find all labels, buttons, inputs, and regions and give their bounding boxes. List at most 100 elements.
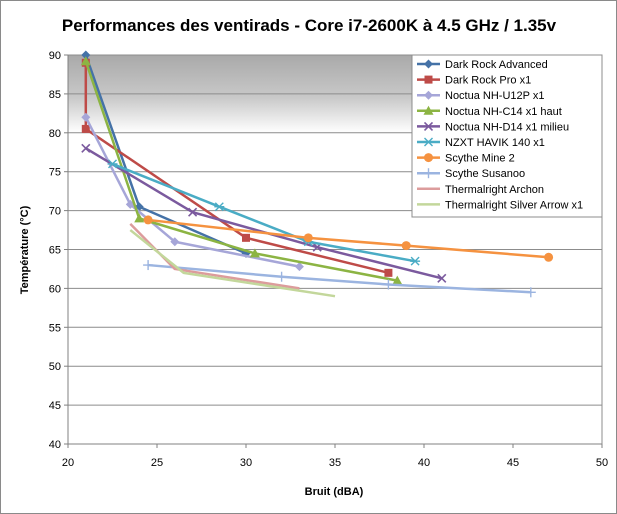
x-tick-label: 45: [507, 457, 519, 469]
series-line: [129, 222, 300, 290]
data-point: [249, 248, 260, 258]
legend-label: Dark Rock Advanced: [445, 59, 548, 71]
legend-item: Noctua NH-C14 x1 haut: [417, 105, 562, 118]
data-point: [303, 233, 313, 243]
x-tick-label: 40: [418, 457, 430, 469]
data-point-stroke: [424, 137, 433, 147]
legend-label: Thermalright Silver Arrow x1: [445, 199, 583, 211]
x-tick-label: 30: [240, 457, 252, 469]
y-tick-label: 65: [49, 245, 61, 257]
data-point: [81, 124, 90, 133]
legend-label: Noctua NH-U12P x1: [445, 90, 544, 102]
data-point: [143, 215, 153, 225]
series-8: [143, 260, 536, 298]
legend-item: Thermalright Silver Arrow x1: [417, 199, 583, 211]
series-layer: [80, 50, 554, 298]
data-point: [383, 279, 394, 290]
y-tick-label: 85: [49, 89, 61, 101]
data-point-stroke: [81, 143, 91, 153]
legend-item: Noctua NH-U12P x1: [417, 90, 544, 102]
series-6: [107, 159, 421, 266]
series-line: [84, 60, 398, 282]
x-tick-label: 50: [596, 457, 608, 469]
data-point: [525, 287, 536, 298]
legend-label: Noctua NH-C14 x1 haut: [445, 106, 562, 118]
data-point: [544, 252, 554, 262]
data-point: [401, 241, 411, 251]
y-tick-label: 70: [49, 206, 61, 218]
legend-item: Scythe Susanoo: [417, 168, 525, 180]
legend-item: Thermalright Archon: [417, 184, 544, 196]
series-line: [84, 62, 389, 275]
legend-box: [411, 54, 603, 218]
legend-item: Scythe Mine 2: [417, 153, 515, 165]
chart-title: Performances des ventirads - Core i7-260…: [62, 16, 557, 35]
series-4: [80, 56, 403, 285]
data-point: [424, 153, 433, 163]
data-point: [423, 137, 434, 147]
legend-item: Dark Rock Pro x1: [417, 75, 531, 87]
series-line: [147, 263, 531, 294]
data-point-stroke: [188, 207, 198, 217]
data-point: [170, 237, 180, 247]
legend-label: Thermalright Archon: [445, 184, 544, 196]
series-line: [147, 218, 549, 259]
series-9: [129, 222, 300, 290]
y-axis-title: Température (°C): [19, 205, 31, 294]
series-line: [112, 162, 416, 263]
legend-label: Noctua NH-D14 x1 milieu: [445, 121, 569, 133]
legend-label: Scythe Mine 2: [445, 153, 515, 165]
x-axis-title: Bruit (dBA): [305, 486, 364, 498]
data-point: [423, 121, 434, 131]
data-point: [143, 260, 154, 271]
data-point: [423, 168, 434, 179]
data-point: [81, 50, 91, 60]
data-point: [242, 233, 250, 242]
y-tick-label: 55: [49, 322, 61, 334]
legend-item: Noctua NH-D14 x1 milieu: [417, 121, 569, 133]
data-point: [423, 105, 434, 115]
series-10: [129, 229, 336, 298]
x-tick-label: 20: [62, 457, 74, 469]
y-tick-label: 75: [49, 167, 61, 179]
data-point: [107, 159, 118, 169]
data-point: [392, 275, 403, 285]
y-tick-label: 45: [49, 400, 61, 412]
y-tick-label: 90: [49, 50, 61, 62]
legend-label: Scythe Susanoo: [445, 168, 525, 180]
data-point-stroke: [437, 273, 447, 283]
legend-label: NZXT HAVIK 140 x1: [445, 137, 545, 149]
data-point: [81, 112, 91, 122]
data-point: [424, 59, 433, 69]
data-point: [80, 56, 91, 66]
data-point: [410, 256, 421, 266]
series-5: [81, 143, 447, 283]
data-point: [81, 143, 91, 153]
data-point: [384, 268, 393, 277]
series-line: [85, 147, 443, 280]
series-line: [129, 229, 336, 298]
x-tick-label: 25: [151, 457, 163, 469]
data-point-stroke: [423, 121, 434, 131]
data-point: [437, 273, 447, 283]
series-7: [143, 215, 554, 262]
data-point: [214, 202, 225, 212]
y-tick-label: 80: [49, 128, 61, 140]
data-point: [188, 207, 198, 217]
x-tick-label: 35: [329, 457, 341, 469]
data-point: [424, 90, 433, 100]
legend-label: Dark Rock Pro x1: [445, 75, 531, 87]
axes: 40 45 50 55 60 65 70 75 80 85 90 20 25 30 35 40 45 50: [49, 50, 608, 469]
data-point-stroke: [214, 202, 224, 212]
legend: Dark Rock Advanced Dark Rock Pro x1 Noctua…: [411, 54, 603, 218]
data-point: [424, 75, 433, 84]
legend-item: NZXT HAVIK 140 x1: [417, 137, 545, 149]
legend-item: Dark Rock Advanced: [417, 59, 548, 71]
data-point: [134, 213, 145, 223]
y-tick-label: 50: [49, 361, 61, 373]
data-point-stroke: [108, 159, 117, 169]
y-tick-label: 60: [49, 283, 61, 295]
data-point: [294, 262, 304, 272]
